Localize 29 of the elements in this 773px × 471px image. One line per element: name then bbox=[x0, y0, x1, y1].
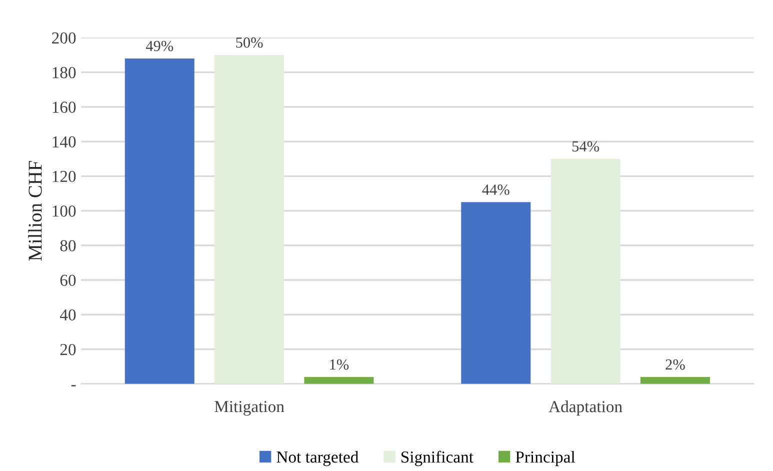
bar bbox=[214, 54, 284, 384]
y-tick-label: 200 bbox=[52, 32, 76, 44]
annotation: 1% bbox=[330, 359, 349, 370]
y-tick-label: - bbox=[71, 385, 76, 386]
y-tick-label: 80 bbox=[60, 240, 76, 252]
annotation: 49% bbox=[146, 40, 174, 52]
annotation: 50% bbox=[236, 37, 263, 48]
y-axis-title: Million CHF bbox=[28, 160, 42, 261]
y-tick-label: 40 bbox=[60, 309, 76, 321]
x-tick-label: Adaptation bbox=[548, 400, 622, 416]
bar bbox=[304, 376, 374, 384]
annotation: 54% bbox=[572, 141, 600, 152]
y-tick-label: 60 bbox=[60, 274, 76, 286]
y-tick-label: 160 bbox=[52, 102, 76, 113]
x-tick-label: Mitigation bbox=[214, 401, 284, 416]
y-tick-label: 20 bbox=[60, 344, 76, 356]
bar bbox=[461, 202, 531, 384]
y-tick-label: 180 bbox=[52, 67, 76, 78]
y-tick-label: 100 bbox=[52, 205, 76, 217]
legend-label: Not targeted bbox=[276, 450, 358, 466]
legend-label: Principal bbox=[516, 450, 576, 466]
y-tick-label: 140 bbox=[52, 136, 76, 148]
legend-label: Significant bbox=[401, 450, 474, 466]
annotation: 2% bbox=[666, 359, 685, 370]
annotation: 44% bbox=[482, 184, 510, 195]
bar bbox=[640, 376, 710, 384]
bar bbox=[124, 58, 194, 384]
y-tick-label: 120 bbox=[52, 170, 76, 182]
bar bbox=[550, 158, 620, 384]
